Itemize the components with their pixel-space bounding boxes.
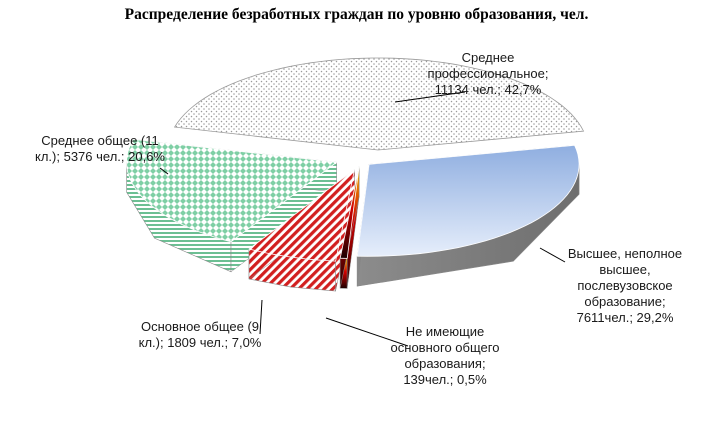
slice-label-line: Среднее общее (11	[41, 133, 159, 148]
slice-label-line: Высшее, неполное	[568, 246, 682, 261]
slice-label-no-basic: Не имеющие основного общего образования; 13…	[391, 324, 500, 387]
slice-label-line: высшее,	[599, 262, 650, 277]
slice-label-line: 139чел.; 0,5%	[403, 372, 487, 387]
slice-label-basic-general: Основное общее (9 кл.); 1809 чел.; 7,0%	[139, 319, 262, 350]
chart-title: Распределение безработных граждан по уро…	[124, 6, 589, 23]
pie-slice-secondary-general	[126, 138, 338, 273]
slice-label-line: Основное общее (9	[141, 319, 259, 334]
pie-slice-secondary-professional	[173, 57, 585, 151]
slice-label-line: основного общего	[391, 340, 500, 355]
leader-line-basic-general	[259, 299, 263, 335]
slice-label-line: 7611чел.; 29,2%	[577, 310, 674, 325]
slice-label-higher: Высшее, неполное высшее, послевузовское обр…	[568, 246, 682, 325]
pie-slice-higher	[356, 144, 580, 287]
slice-label-line: Не имеющие	[406, 324, 485, 339]
leader-line-higher	[539, 247, 566, 263]
slice-label-line: Среднее	[462, 50, 515, 65]
slice-label-secondary-general: Среднее общее (11 кл.); 5376 чел.; 20,6%	[35, 133, 165, 164]
slice-label-line: послевузовское	[577, 278, 672, 293]
leader-line-no-basic	[325, 317, 409, 347]
pie-slice-top-secondary-general	[126, 138, 338, 243]
pie-slice-top-higher	[356, 144, 580, 257]
pie-slice-top-secondary-professional	[173, 57, 585, 151]
slice-label-line: кл.); 1809 чел.; 7,0%	[139, 335, 262, 350]
slice-label-line: 11134 чел.; 42,7%	[435, 82, 542, 97]
pie-slice-no-basic	[339, 166, 360, 289]
slice-label-line: профессиональное;	[428, 66, 549, 81]
leader-line-secondary-general	[159, 167, 169, 175]
pie-slice-top-no-basic	[339, 166, 360, 259]
slice-label-line: образование;	[584, 294, 665, 309]
pie-slice-basic-general	[248, 168, 356, 292]
pie-slice-top-basic-general	[248, 168, 356, 262]
slice-label-secondary-professional: Среднее профессиональное; 11134 чел.; 42,7…	[428, 50, 549, 97]
slice-label-line: кл.); 5376 чел.; 20,6%	[35, 149, 165, 164]
slice-label-line: образования;	[404, 356, 485, 371]
leader-line-secondary-professional	[394, 91, 466, 103]
